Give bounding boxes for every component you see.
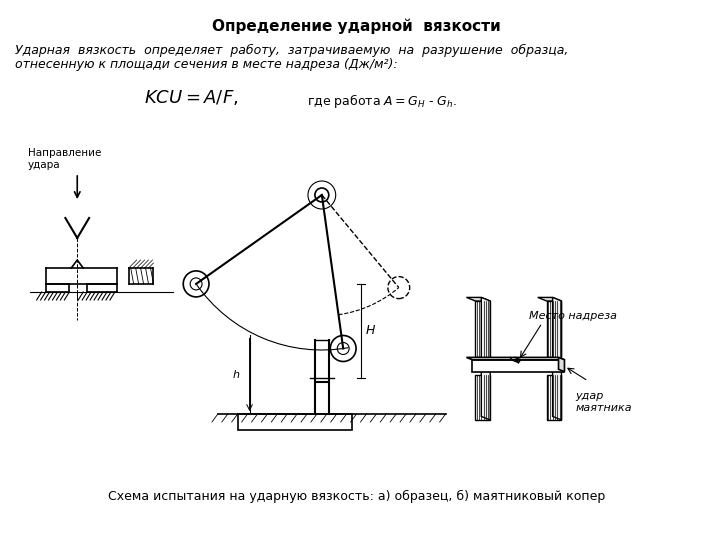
Polygon shape [475, 301, 490, 357]
Polygon shape [538, 298, 562, 301]
Polygon shape [546, 375, 562, 420]
Polygon shape [481, 298, 490, 420]
Polygon shape [475, 375, 490, 420]
Polygon shape [559, 357, 564, 372]
Text: Схема испытания на ударную вязкость: а) образец, б) маятниковый копер: Схема испытания на ударную вязкость: а) … [108, 490, 605, 503]
Polygon shape [472, 360, 564, 372]
Text: Определение ударной  вязкости: Определение ударной вязкости [212, 18, 501, 33]
Text: где работа $A = G_H$ - $G_h$.: где работа $A = G_H$ - $G_h$. [307, 92, 457, 110]
Text: Ударная  вязкость  определяет  работу,  затрачиваемую  на  разрушение  образца,: Ударная вязкость определяет работу, затр… [15, 44, 568, 57]
Polygon shape [467, 298, 490, 301]
Text: Направление
удара: Направление удара [28, 148, 101, 170]
Text: h: h [233, 370, 240, 380]
Polygon shape [546, 301, 562, 357]
Polygon shape [552, 298, 562, 420]
Text: $KCU = A/ F,$: $KCU = A/ F,$ [143, 88, 238, 107]
Text: H: H [366, 325, 375, 338]
Text: Место надреза: Место надреза [529, 311, 617, 321]
Bar [238, 414, 351, 430]
Text: удар
маятника: удар маятника [575, 391, 632, 413]
Text: отнесенную к площади сечения в месте надреза (Дж/м²):: отнесенную к площади сечения в месте над… [15, 58, 397, 71]
Polygon shape [467, 357, 564, 360]
